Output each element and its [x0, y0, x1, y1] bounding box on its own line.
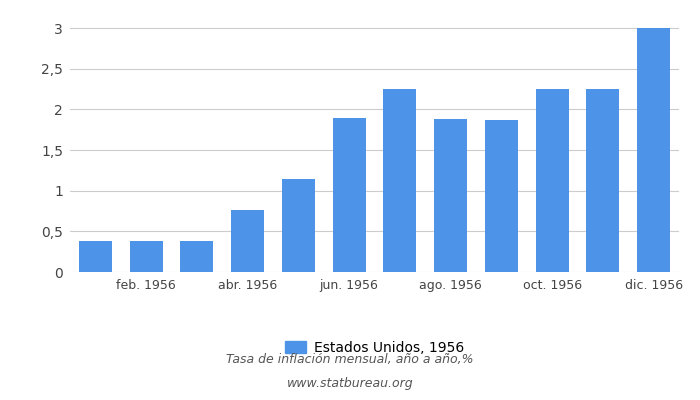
Bar — [181, 241, 214, 272]
Legend: Estados Unidos, 1956: Estados Unidos, 1956 — [279, 335, 470, 360]
Bar — [130, 241, 162, 272]
Bar — [332, 118, 365, 272]
Text: Tasa de inflación mensual, año a año,%: Tasa de inflación mensual, año a año,% — [226, 354, 474, 366]
Bar — [434, 119, 467, 272]
Text: www.statbureau.org: www.statbureau.org — [287, 378, 413, 390]
Bar — [637, 28, 670, 272]
Bar — [79, 241, 112, 272]
Bar — [536, 89, 568, 272]
Bar — [282, 179, 315, 272]
Bar — [231, 210, 264, 272]
Bar — [587, 89, 620, 272]
Bar — [485, 120, 518, 272]
Bar — [384, 89, 416, 272]
